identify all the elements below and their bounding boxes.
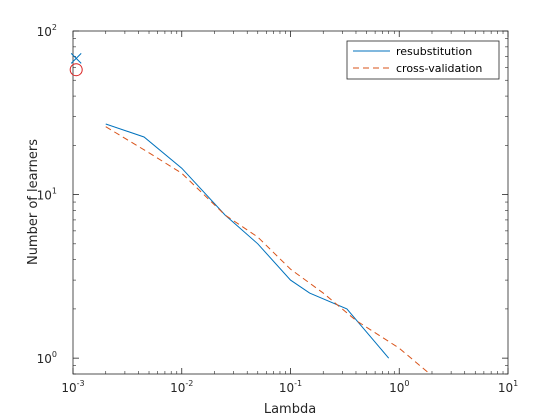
y-tick-label: 100 <box>37 350 57 366</box>
x-tick-label: 101 <box>498 379 518 395</box>
legend-label-cross-validation: cross-validation <box>396 62 482 75</box>
series-line-resubstitution <box>105 123 390 359</box>
y-tick-label: 102 <box>37 23 57 39</box>
x-tick-label: 10-2 <box>170 379 193 395</box>
x-tick-label: 10-1 <box>279 379 302 395</box>
x-tick-label: 100 <box>389 379 409 395</box>
marker-x-stroke <box>70 53 82 64</box>
y-tick-label: 101 <box>37 187 57 203</box>
legend-label-resubstitution: resubstitution <box>396 45 472 58</box>
markers-layer <box>69 53 83 77</box>
legend: resubstitution cross-validation <box>346 40 500 80</box>
x-tick-label: 10-3 <box>61 379 84 395</box>
plot-area <box>72 30 509 375</box>
x-axis-label: Lambda <box>264 402 316 417</box>
series-layer <box>105 123 431 374</box>
legend-box <box>346 40 500 80</box>
marker-circle <box>69 63 83 77</box>
ticks-layer: 10-3 10-2 10-1 100 101 100 101 102 <box>37 23 519 395</box>
y-axis-label: Number of learners <box>26 139 41 265</box>
marker-x <box>70 53 82 64</box>
series-line-cross-validation <box>105 126 431 374</box>
